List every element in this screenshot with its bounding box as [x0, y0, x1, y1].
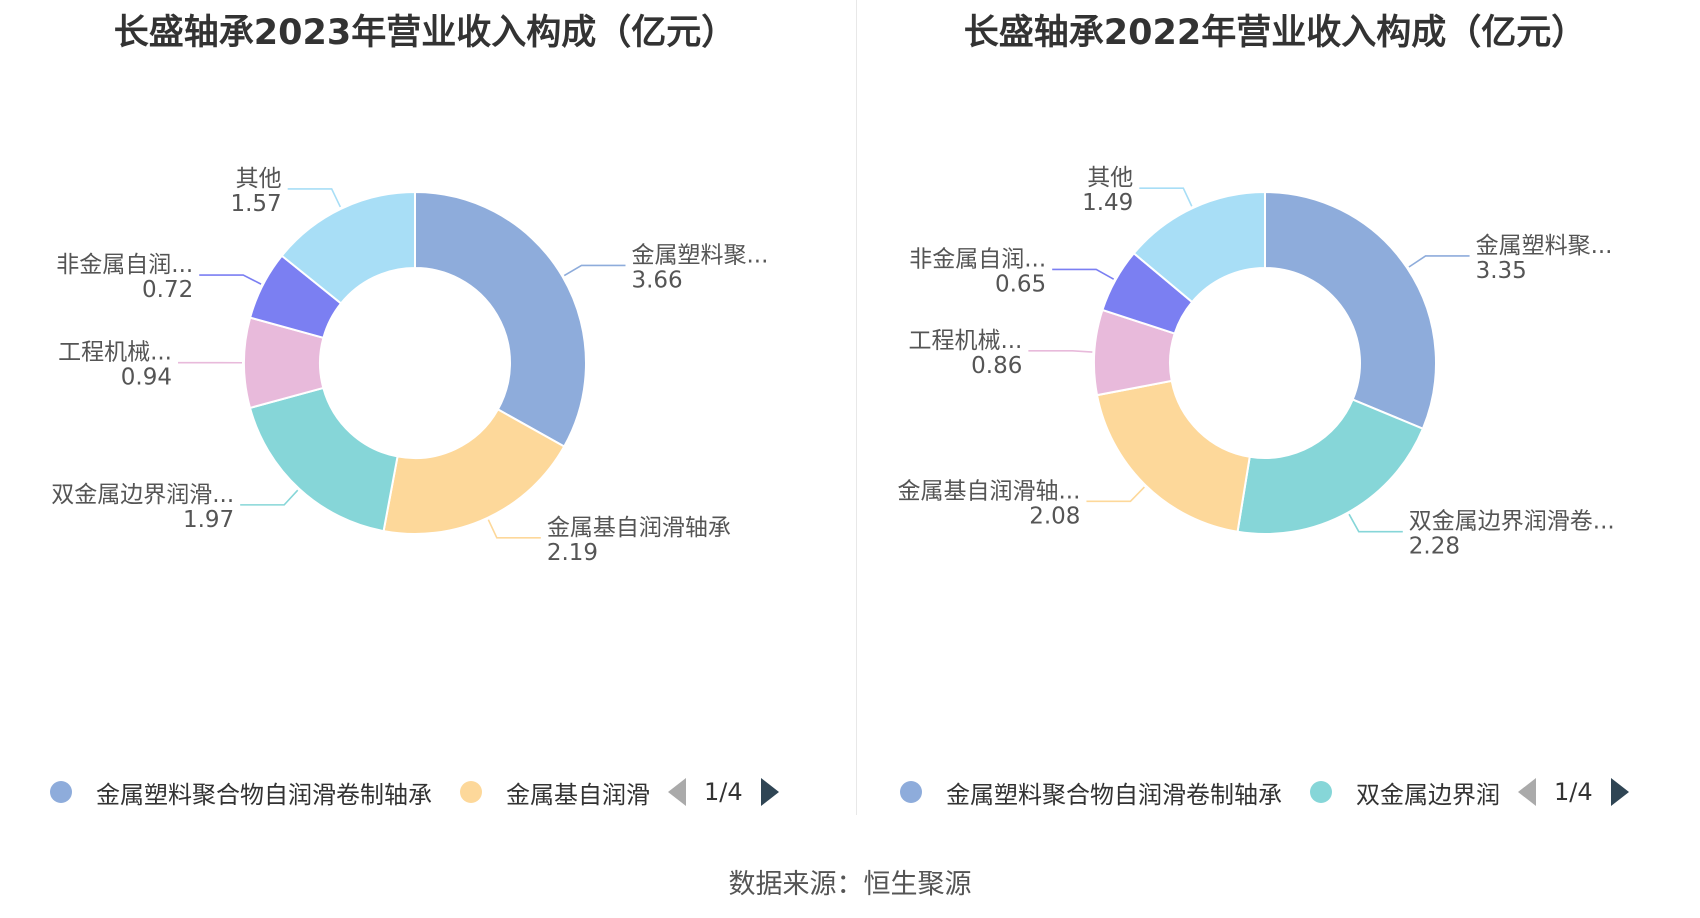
- donut-slice[interactable]: [1132, 190, 1266, 304]
- slice-value-label: 0.94: [121, 365, 172, 391]
- legend-item[interactable]: 金属基自润滑: [460, 770, 650, 814]
- slice-value-label: 3.35: [1476, 258, 1527, 284]
- donut-slice[interactable]: [248, 386, 399, 533]
- donut-slice[interactable]: [280, 190, 416, 305]
- slice-label: 金属基自润滑轴承: [547, 515, 731, 541]
- legend-pager: 1/4: [668, 770, 779, 814]
- legend: 金属塑料聚合物自润滑卷制轴承 双金属边界润 1/4: [900, 770, 1690, 814]
- legend-item[interactable]: 金属塑料聚合物自润滑卷制轴承: [50, 770, 432, 814]
- slice-label: 非金属自润...: [909, 246, 1046, 272]
- legend-pager: 1/4: [1518, 770, 1629, 814]
- donut-slice[interactable]: [414, 190, 587, 448]
- donut-slice[interactable]: [1095, 379, 1251, 533]
- next-page-icon[interactable]: [1610, 778, 1629, 806]
- donut-chart-2022: 金属塑料聚...3.35 双金属边界润滑卷...2.28 金属基自润滑轴...2.0…: [898, 165, 1615, 560]
- donut-slice[interactable]: [1264, 190, 1437, 431]
- leader-line: [1348, 513, 1403, 533]
- slice-value-label: 1.57: [230, 191, 281, 217]
- leader-line: [1052, 268, 1115, 280]
- legend-dot: [50, 781, 72, 803]
- slice-value-label: 2.28: [1409, 534, 1460, 560]
- slice-label: 金属塑料聚...: [1476, 233, 1613, 259]
- pager-text: 1/4: [1554, 778, 1593, 806]
- donut-slice[interactable]: [1236, 398, 1425, 535]
- chart-title: 长盛轴承2023年营业收入构成（亿元）: [113, 13, 737, 53]
- leader-line: [287, 188, 342, 208]
- leader-line: [1086, 486, 1145, 503]
- slice-value-label: 0.65: [995, 271, 1046, 297]
- slice-label: 其他: [236, 166, 282, 192]
- slice-value-label: 0.86: [971, 353, 1022, 379]
- leader-line: [240, 489, 299, 506]
- slice-label: 金属塑料聚...: [631, 242, 768, 268]
- slice-label: 其他: [1087, 165, 1133, 191]
- legend-dot: [1310, 781, 1332, 803]
- legend-dot: [460, 781, 482, 803]
- leader-line: [1408, 255, 1470, 268]
- legend-label: 双金属边界润: [1356, 780, 1500, 809]
- chart-panel-2022: 长盛轴承2022年营业收入构成（亿元） 金属塑料聚... 3.35 双金属边界润滑卷…: [850, 0, 1700, 820]
- leader-line: [1028, 350, 1093, 353]
- chart-panel-2023: 长盛轴承2023年营业收入构成（亿元） 金属塑料聚... 3.66 金属基自润滑轴承…: [0, 0, 850, 820]
- slice-label: 工程机械...: [908, 328, 1022, 354]
- legend: 金属塑料聚合物自润滑卷制轴承 金属基自润滑 1/4: [50, 770, 840, 814]
- leader-line: [1139, 187, 1193, 207]
- slice-label: 工程机械...: [58, 340, 172, 366]
- slice-value-label: 2.08: [1029, 503, 1080, 529]
- legend-dot: [900, 781, 922, 803]
- legend-item[interactable]: 双金属边界润: [1310, 770, 1500, 814]
- slice-label: 非金属自润...: [56, 252, 193, 278]
- slice-label: 双金属边界润滑卷...: [1409, 509, 1615, 535]
- slice-value-label: 0.72: [142, 277, 193, 303]
- panel-divider: [856, 0, 857, 815]
- slice-label: 双金属边界润滑...: [51, 482, 234, 508]
- slice-value-label: 1.97: [183, 507, 234, 533]
- leader-line: [199, 274, 262, 285]
- chart-title: 长盛轴承2022年营业收入构成（亿元）: [963, 13, 1587, 53]
- legend-label: 金属塑料聚合物自润滑卷制轴承: [946, 780, 1282, 809]
- prev-page-icon[interactable]: [668, 778, 686, 806]
- data-source-note: 数据来源：恒生聚源: [728, 869, 972, 900]
- pager-text: 1/4: [704, 778, 743, 806]
- slice-label: 金属基自润滑轴...: [898, 478, 1081, 504]
- legend-label: 金属塑料聚合物自润滑卷制轴承: [96, 780, 432, 809]
- leader-line: [563, 264, 626, 277]
- slice-value-label: 3.66: [631, 267, 682, 293]
- slice-value-label: 1.49: [1082, 190, 1133, 216]
- slice-value-label: 2.19: [547, 540, 598, 566]
- donut-slice[interactable]: [382, 408, 566, 535]
- prev-page-icon[interactable]: [1518, 778, 1536, 806]
- next-page-icon[interactable]: [760, 778, 779, 806]
- legend-label: 金属基自润滑: [506, 780, 650, 809]
- leader-line: [487, 519, 541, 539]
- legend-item[interactable]: 金属塑料聚合物自润滑卷制轴承: [900, 770, 1282, 814]
